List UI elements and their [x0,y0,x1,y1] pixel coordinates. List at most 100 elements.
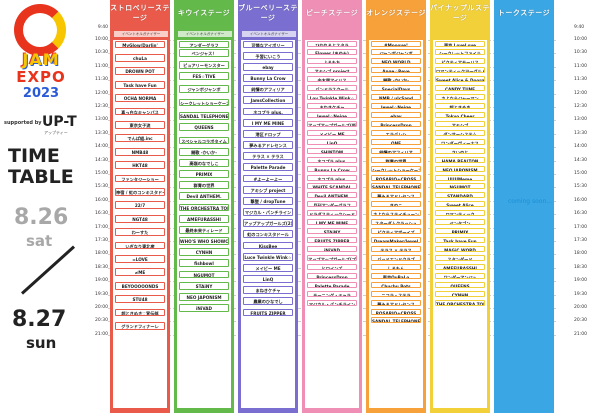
performance-slot[interactable]: ひかれるとスタラ10:00-10:15 [307,40,357,47]
performance-slot[interactable]: AMEFURASSHI16:30-16:50 [179,214,229,223]
performance-slot[interactable]: テラス × テラス14:10-14:30 [243,152,293,161]
performance-slot[interactable]: ファンタジーショー15:00-15:20 [115,174,165,183]
performance-slot[interactable]: STU4819:30-19:50 [115,295,165,304]
performance-slot[interactable]: メイビー ME18:20-18:40 [243,263,293,272]
performance-slot[interactable]: CANDY TUNE11:40-11:55 [435,85,485,92]
performance-slot[interactable]: HKT4814:30-14:50 [115,161,165,170]
performance-slot[interactable]: NEO JAPONISM19:25-19:45 [179,292,229,301]
performance-slot[interactable]: パンドラスクール11:40-11:55 [307,85,357,92]
performance-slot[interactable]: KissBee17:30-17:50 [243,241,293,250]
performance-slot[interactable]: ピュアリーモンスター10:45-11:05 [179,60,229,69]
performance-slot[interactable]: MyGlow/Darlin'10:00-10:20 [115,40,165,49]
performance-slot[interactable]: 予習にいこう10:25-10:45 [243,51,293,60]
performance-slot[interactable]: NEO WORLD10:40-10:55 [371,58,421,65]
performance-slot[interactable]: FES☆TIVE11:10-11:30 [179,71,229,80]
performance-slot[interactable]: SHINTOM14:00-14:15 [307,147,357,154]
performance-slot[interactable]: スタンダード18:00-18:15 [435,254,485,261]
performance-slot[interactable]: WHITE SCANDAL15:20-15:35 [307,183,357,190]
performance-slot[interactable]: Jewel☆Neige12:20-12:35 [371,103,421,110]
performance-slot[interactable]: ebay12:40-12:55 [371,111,421,118]
performance-slot[interactable]: ≠ME18:30-18:50 [115,268,165,277]
performance-slot[interactable]: アキシブ project11:00-11:15 [307,67,357,74]
performance-slot[interactable]: NMB4814:00-14:20 [115,147,165,156]
performance-slot[interactable]: ネコプラ plus.12:30-12:50 [243,107,293,116]
performance-slot[interactable]: ロマンティックヨーグルト11:00-11:15 [435,67,485,74]
performance-slot[interactable]: 開歌 -かいか-14:00-14:20 [179,147,229,156]
performance-slot[interactable]: ドラダスティックシード16:20-16:35 [307,210,357,217]
performance-slot[interactable]: ジャンボジャンボ10:20-10:35 [371,49,421,56]
performance-slot[interactable]: LinQ13:40-13:55 [307,138,357,145]
performance-slot[interactable]: 最終未来ティレード16:55-17:15 [179,225,229,234]
performance-slot[interactable]: CYNHN17:45-18:05 [179,248,229,257]
performance-slot[interactable]: Devil ANTHEM.15:40-15:55 [307,192,357,199]
performance-slot[interactable]: 群青の世界14:20-14:35 [371,156,421,163]
performance-slot[interactable]: シークレットショーケース14:40-14:55 [371,165,421,172]
performance-slot[interactable]: 農業のひなでし19:35-19:55 [243,297,293,306]
performance-slot[interactable]: ペンタゴン16:40-16:55 [435,219,485,226]
performance-slot[interactable]: LinQ18:45-19:05 [243,275,293,283]
performance-slot[interactable]: アンダーグラフ10:00-10:20 [179,40,229,49]
performance-slot[interactable]: ピクティアボーイズ17:00-17:15 [371,228,421,235]
performance-slot[interactable]: Flower (あゆみ)10:20-10:35 [307,49,357,56]
performance-slot[interactable]: QUEENS19:00-19:15 [435,281,485,288]
performance-slot[interactable]: 月刊アンダーグラフ16:00-16:15 [307,201,357,208]
performance-slot[interactable]: fishbowl18:10-18:30 [179,259,229,268]
performance-slot[interactable]: NMB / ulcSand12:00-12:15 [371,94,421,101]
performance-slot[interactable]: 東京 LoveLove10:00-10:15 [435,40,485,47]
performance-slot[interactable]: マジカル・パンチライン19:40-19:55 [307,299,357,306]
performance-slot[interactable]: I MY ME MINE12:55-13:15 [243,118,293,127]
performance-slot[interactable]: 純情のアフィリア14:00-14:15 [371,147,421,154]
performance-slot[interactable]: 金木犀アイリス11:20-11:35 [307,76,357,83]
performance-slot[interactable]: しろもん18:20-18:35 [371,263,421,270]
performance-slot[interactable]: PrincessDrop13:00-13:15 [371,120,421,127]
performance-slot[interactable]: 撃墜 / dropTune15:50-16:10 [243,196,293,205]
performance-slot[interactable]: マジカル・パンチライン16:15-16:35 [243,208,293,216]
performance-slot[interactable]: さいのと14:00-14:15 [435,147,485,154]
performance-slot[interactable]: WHO'S WHO SHOWCASE17:20-17:40 [179,237,229,245]
performance-slot[interactable]: グランドフィナーレ20:30-20:50 [115,321,165,330]
performance-slot[interactable]: ONE13:40-13:55 [371,138,421,145]
performance-slot[interactable]: ヒロインズ18:20-18:35 [307,263,357,270]
performance-slot[interactable]: Jewel☆Neige12:40-12:55 [307,111,357,118]
performance-slot[interactable]: Sweet Alice & Doorge11:20-11:35 [435,76,485,83]
performance-slot[interactable]: アキシブ project15:25-15:45 [243,185,293,194]
performance-slot[interactable]: 神宿 / 虹のコンキスタドール15:30-15:50 [115,187,165,196]
performance-slot[interactable]: ダンサーシステム13:20-13:35 [435,129,485,136]
performance-slot[interactable]: Bunny La Crow14:40-14:55 [307,165,357,172]
performance-slot[interactable]: メイビー ME13:20-13:35 [307,129,357,136]
performance-slot[interactable]: HAMA REALTON14:20-14:35 [435,156,485,163]
performance-slot[interactable]: モーニング・キャラ19:20-19:35 [307,290,357,297]
performance-slot[interactable]: STANDARD15:40-15:55 [435,192,485,199]
performance-slot[interactable]: SANDAL TELEPHONE20:20-20:35 [371,317,421,324]
performance-slot[interactable]: Task have Fun17:20-17:35 [435,237,485,244]
performance-slot[interactable]: SANDAL TELEPHONE15:20-15:35 [371,183,421,190]
performance-slot[interactable]: 真っ白なキャンバス12:30-12:50 [115,107,165,116]
performance-slot[interactable]: QUEENS13:05-13:25 [179,123,229,132]
performance-slot[interactable]: ジャンボジャンボ11:40-12:00 [179,85,229,94]
performance-slot[interactable]: =LOVE18:00-18:20 [115,254,165,263]
performance-slot[interactable]: STAiNY17:00-17:15 [307,228,357,235]
performance-slot[interactable]: Chuchu Pots19:00-19:15 [371,281,421,288]
performance-slot[interactable]: さよならステイチューン16:20-16:35 [371,210,421,217]
performance-slot[interactable]: 可憐なアイボリー10:00-10:20 [243,40,293,49]
performance-slot[interactable]: Palette Parade14:35-14:55 [243,163,293,172]
performance-slot[interactable]: 東京QuBaLo18:40-18:55 [371,272,421,279]
performance-slot[interactable]: Bunny La Crow11:15-11:35 [243,74,293,82]
performance-slot[interactable]: 22/716:00-16:20 [115,201,165,210]
performance-slot[interactable]: #よーよーよー15:00-15:20 [243,174,293,183]
performance-slot[interactable]: NGUMOT15:20-15:35 [435,183,485,190]
performance-slot[interactable]: わーすた17:00-17:20 [115,228,165,237]
performance-slot[interactable]: テラス × テラス17:40-17:55 [371,245,421,252]
performance-slot[interactable]: ロマンティック16:20-16:35 [435,210,485,217]
performance-slot[interactable]: Devil ANTHEM.15:40-16:00 [179,192,229,201]
performance-slot[interactable]: 夢みるアドレセンス19:40-19:55 [371,299,421,306]
performance-slot[interactable]: 群青の世界15:15-15:35 [179,181,229,190]
performance-slot[interactable]: NGUMOT18:35-18:55 [179,270,229,279]
performance-slot[interactable]: Luce Twinkle Wink☆17:55-18:15 [243,252,293,261]
performance-slot[interactable]: スペシャルコラボタイム13:35-13:55 [179,136,229,145]
performance-slot[interactable]: iNiVAD17:40-17:55 [307,245,357,252]
performance-slot[interactable]: ワンダーアンジュ18:40-18:55 [435,272,485,279]
performance-slot[interactable]: バッドエンドクラブ18:00-18:15 [371,254,421,261]
performance-slot[interactable]: SANDAL TELEPHONE12:40-13:00 [179,111,229,120]
performance-slot[interactable]: ワンダーヴィーナス13:40-13:55 [435,138,485,145]
